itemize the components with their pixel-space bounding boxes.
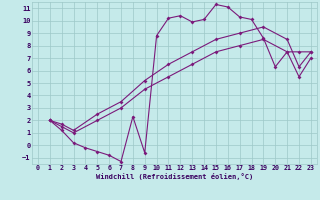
X-axis label: Windchill (Refroidissement éolien,°C): Windchill (Refroidissement éolien,°C) <box>96 173 253 180</box>
